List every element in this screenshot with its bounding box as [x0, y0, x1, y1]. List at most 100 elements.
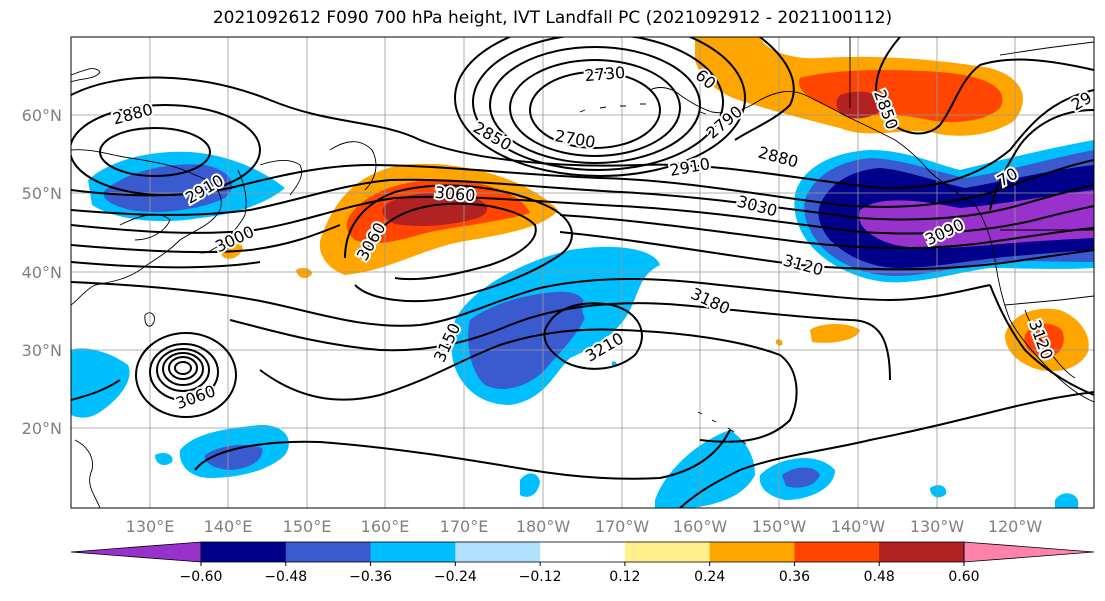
height-contour	[135, 332, 237, 418]
height-contour	[989, 109, 1094, 211]
map-border	[70, 36, 1095, 509]
height-contour	[229, 302, 891, 381]
height-contour	[71, 379, 121, 401]
kamchatka-coastline	[329, 141, 377, 191]
ivt-negative-region	[930, 485, 947, 498]
height-contour	[162, 352, 204, 386]
lat-label: 20°N	[22, 419, 62, 438]
height-contour	[364, 202, 537, 281]
ivt-positive-region	[836, 91, 885, 119]
height-contour	[156, 348, 210, 392]
lat-label: 50°N	[22, 184, 62, 203]
ivt-negative-region	[655, 430, 755, 508]
contour-label: 2730	[584, 63, 626, 85]
colorbar-segment	[624, 542, 711, 562]
height-contour	[679, 391, 1094, 508]
height-contour	[454, 37, 746, 177]
height-contour	[71, 159, 1094, 208]
colorbar-tick-label: 0.24	[694, 569, 725, 585]
ivt-positive-region	[382, 192, 488, 226]
alaska-coastline	[649, 87, 976, 206]
height-contour	[71, 178, 1094, 221]
colorbar-extend-high	[963, 541, 1095, 563]
height-contour	[509, 59, 681, 157]
colorbar: −0.60 −0.48 −0.36 −0.24 −0.12 0.12 0.24 0.36 0.4…	[70, 541, 1095, 585]
asia-coastline	[119, 214, 171, 241]
colorbar-tick-label: 0.48	[864, 569, 895, 585]
ivt-negative-region	[520, 473, 540, 497]
colorbar-tick-label: −0.60	[180, 569, 223, 585]
lat-label: 60°N	[22, 106, 62, 125]
colorbar-segment	[709, 542, 795, 562]
map-area: 2880291030003060306028502730270060279029…	[71, 37, 1094, 508]
colorbar-segment	[370, 542, 456, 562]
contour-label: 3060	[434, 183, 476, 205]
ivt-negative-region	[155, 452, 173, 466]
colorbar-tick-label: −0.48	[264, 569, 307, 585]
colorbar-segment	[201, 542, 287, 562]
gridlines	[71, 37, 1094, 508]
height-contour	[174, 361, 192, 375]
colorbar-segment	[455, 542, 541, 562]
lon-label: 160°W	[673, 517, 728, 536]
height-contour	[989, 284, 1094, 396]
ivt-positive-region	[220, 240, 243, 259]
kuril-coastline	[259, 160, 303, 196]
height-contour	[543, 302, 643, 370]
colorbar-segment	[540, 542, 626, 562]
lon-label: 140°E	[204, 517, 253, 536]
lon-label: 170°E	[440, 517, 489, 536]
lon-label: 150°W	[752, 517, 807, 536]
ivt-negative-region	[1055, 493, 1078, 508]
height-contour	[71, 214, 1094, 254]
height-contour	[344, 184, 573, 303]
ivt-positive-region	[296, 267, 312, 279]
lon-label: 170°W	[595, 517, 650, 536]
longitude-labels: 130°E 140°E 150°E 160°E 170°E 180°W 170°…	[126, 517, 1043, 536]
ivt-positive-region	[810, 324, 860, 343]
height-contour	[71, 76, 1094, 190]
height-contour	[194, 429, 731, 480]
height-contour	[71, 195, 1094, 235]
colorbar-tick-label: −0.12	[519, 569, 562, 585]
us-mexico-border	[1004, 295, 1094, 306]
colorbar-segment	[794, 542, 880, 562]
north-america-coastline	[974, 204, 1094, 403]
height-contour	[71, 231, 1094, 271]
lat-label: 30°N	[22, 341, 62, 360]
baja-coastline	[1024, 309, 1076, 379]
height-contours	[71, 37, 1094, 508]
colorbar-tick-label: 0.12	[609, 569, 640, 585]
lon-label: 160°E	[361, 517, 410, 536]
colorbar-extend-low	[70, 541, 202, 563]
height-contour	[149, 343, 219, 401]
ivt-positive-region	[1024, 323, 1064, 358]
ivt-negative-region	[103, 164, 233, 212]
height-contour	[259, 328, 798, 443]
ivt-negative-region	[204, 444, 263, 470]
colorbar-tick-label: −0.24	[434, 569, 477, 585]
ivt-negative-region	[468, 291, 587, 390]
lon-label: 140°W	[831, 517, 886, 536]
lon-label: 130°W	[910, 517, 965, 536]
height-contour	[71, 278, 991, 327]
philippines-coastline	[74, 439, 101, 508]
height-contour	[875, 37, 1094, 135]
height-contour	[489, 46, 701, 164]
arctic-coastline	[999, 41, 1094, 56]
height-contour	[734, 37, 795, 141]
height-contour	[472, 37, 724, 171]
height-contour	[99, 127, 211, 177]
hawaii-islands	[697, 411, 747, 445]
lon-label: 130°E	[126, 517, 175, 536]
colorbar-border	[200, 541, 965, 563]
figure-title: 2021092612 F090 700 hPa height, IVT Land…	[212, 8, 893, 28]
latitude-labels: 60°N 50°N 40°N 30°N 20°N	[22, 106, 62, 438]
colorbar-tick-label: 0.60	[948, 569, 979, 585]
lon-label: 150°E	[283, 517, 332, 536]
taiwan-coastline	[144, 312, 155, 327]
aleutian-islands	[579, 103, 707, 115]
asia-coastline	[71, 68, 101, 83]
colorbar-tick-label: 0.36	[779, 569, 810, 585]
